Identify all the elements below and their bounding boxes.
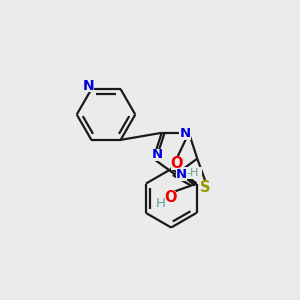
Bar xyxy=(179,128,191,140)
Text: O: O xyxy=(170,156,183,171)
Bar xyxy=(183,167,202,179)
Bar xyxy=(152,148,163,161)
Bar xyxy=(82,80,94,92)
Text: N: N xyxy=(179,127,191,140)
Text: O: O xyxy=(164,190,177,205)
Text: -H: -H xyxy=(186,168,198,178)
Bar xyxy=(165,191,176,204)
Text: S: S xyxy=(200,180,211,195)
Bar xyxy=(200,182,212,194)
Text: N: N xyxy=(152,148,163,161)
Text: N: N xyxy=(176,168,187,181)
Text: H: H xyxy=(156,197,166,210)
Bar xyxy=(155,197,167,210)
Text: N: N xyxy=(82,79,94,93)
Bar xyxy=(176,168,187,181)
Bar xyxy=(171,158,182,170)
